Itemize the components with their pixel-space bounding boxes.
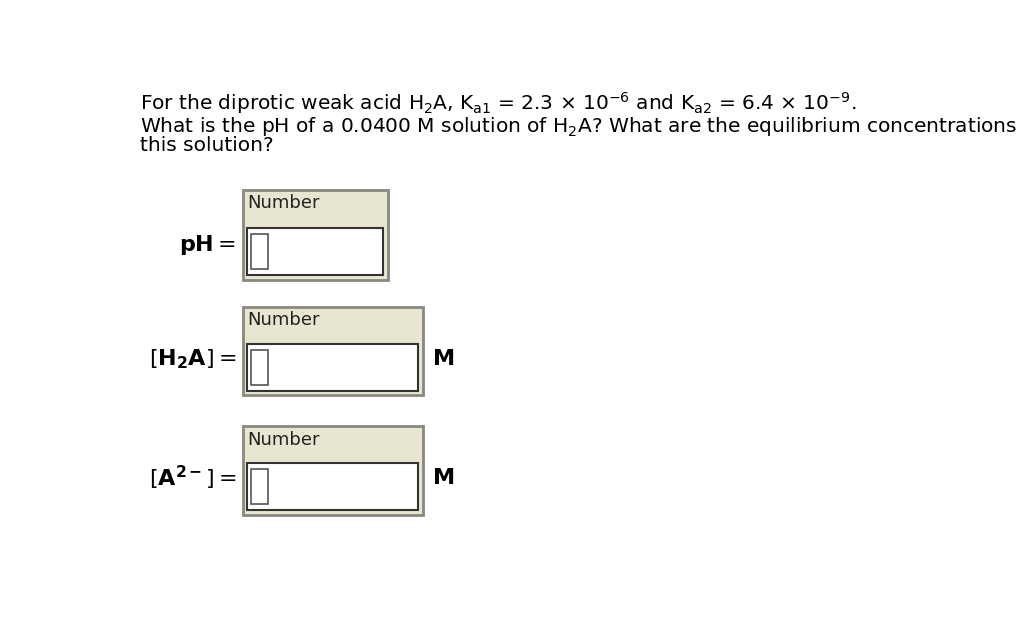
Text: For the diprotic weak acid H$_2$A, K$_{\mathrm{a1}}$ = 2.3 $\times$ 10$^{-6}$ an: For the diprotic weak acid H$_2$A, K$_{\… xyxy=(139,90,856,116)
Text: Number: Number xyxy=(248,312,319,329)
Text: Number: Number xyxy=(248,431,319,449)
Bar xyxy=(248,463,418,510)
Bar xyxy=(243,190,388,280)
Text: $\mathbf{pH}=$: $\mathbf{pH}=$ xyxy=(179,233,237,257)
Bar xyxy=(248,344,418,391)
Text: What is the pH of a 0.0400 M solution of H$_2$A? What are the equilibrium concen: What is the pH of a 0.0400 M solution of… xyxy=(139,112,1024,138)
Bar xyxy=(251,234,268,269)
Bar xyxy=(251,470,268,504)
Text: this solution?: this solution? xyxy=(139,136,273,155)
Bar xyxy=(243,307,423,396)
Text: $\mathbf{M}$: $\mathbf{M}$ xyxy=(432,349,454,369)
Text: $\left[\mathbf{H_2A}\right]=$: $\left[\mathbf{H_2A}\right]=$ xyxy=(150,348,237,371)
Text: $\left[\mathbf{A^{2-}}\right]=$: $\left[\mathbf{A^{2-}}\right]=$ xyxy=(148,464,237,492)
Bar xyxy=(251,350,268,385)
Text: Number: Number xyxy=(248,195,319,212)
Text: $\mathbf{M}$: $\mathbf{M}$ xyxy=(432,468,454,488)
Bar xyxy=(248,228,383,276)
Bar xyxy=(243,426,423,514)
